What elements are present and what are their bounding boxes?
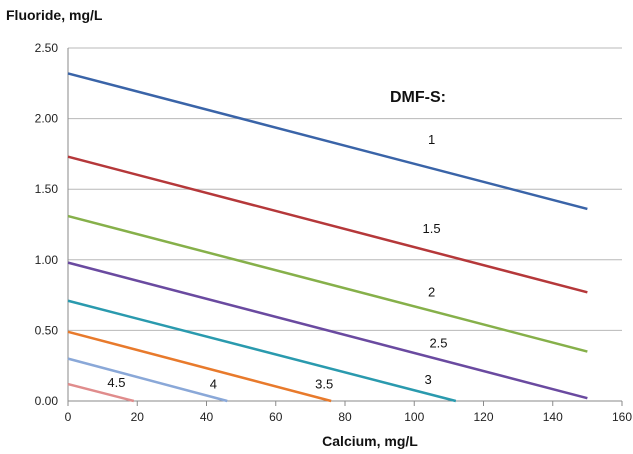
series-lines xyxy=(67,72,588,403)
y-tick-label: 0.50 xyxy=(35,323,59,337)
x-tick-label: 140 xyxy=(543,410,563,424)
y-tick-label: 1.50 xyxy=(35,182,59,196)
y-tick-label: 2.00 xyxy=(35,112,59,126)
y-axis-ticks: 0.00 0.50 1.00 1.50 2.00 2.50 xyxy=(35,41,59,408)
y-tick-label: 2.50 xyxy=(35,41,59,55)
series-label: 3 xyxy=(424,372,431,387)
x-tick-label: 0 xyxy=(65,410,72,424)
series-label: 2 xyxy=(428,285,435,300)
y-tick-label: 1.00 xyxy=(35,253,59,267)
x-axis-title: Calcium, mg/L xyxy=(322,433,418,449)
series-line-3 xyxy=(67,299,457,403)
series-label: 4 xyxy=(210,376,217,391)
series-line-4 xyxy=(67,357,228,403)
series-label: 2.5 xyxy=(429,335,447,350)
series-label: 3.5 xyxy=(315,376,333,391)
series-line-3-5 xyxy=(67,330,332,403)
x-tick-label: 20 xyxy=(131,410,145,424)
x-tick-label: 100 xyxy=(404,410,424,424)
y-tick-label: 0.00 xyxy=(35,394,59,408)
series-line-2 xyxy=(67,214,588,353)
x-tick-label: 40 xyxy=(200,410,214,424)
series-label: 4.5 xyxy=(107,375,125,390)
series-labels: 1 1.5 2 2.5 3 3.5 4 4.5 xyxy=(107,132,447,391)
y-axis-title: Fluoride, mg/L xyxy=(6,7,103,23)
series-label: 1 xyxy=(428,132,435,147)
series-line-1-5 xyxy=(67,155,588,294)
x-tick-label: 80 xyxy=(338,410,352,424)
series-line-1 xyxy=(67,72,588,211)
series-line-2-5 xyxy=(67,261,588,400)
series-line-4-5 xyxy=(67,382,135,403)
x-axis-ticks: 0 20 40 60 80 100 120 140 160 xyxy=(65,401,632,424)
gridlines xyxy=(67,47,622,402)
series-label: 1.5 xyxy=(423,221,441,236)
x-tick-label: 60 xyxy=(269,410,283,424)
x-tick-label: 160 xyxy=(612,410,632,424)
x-tick-label: 120 xyxy=(473,410,493,424)
legend-title: DMF-S: xyxy=(390,89,446,106)
